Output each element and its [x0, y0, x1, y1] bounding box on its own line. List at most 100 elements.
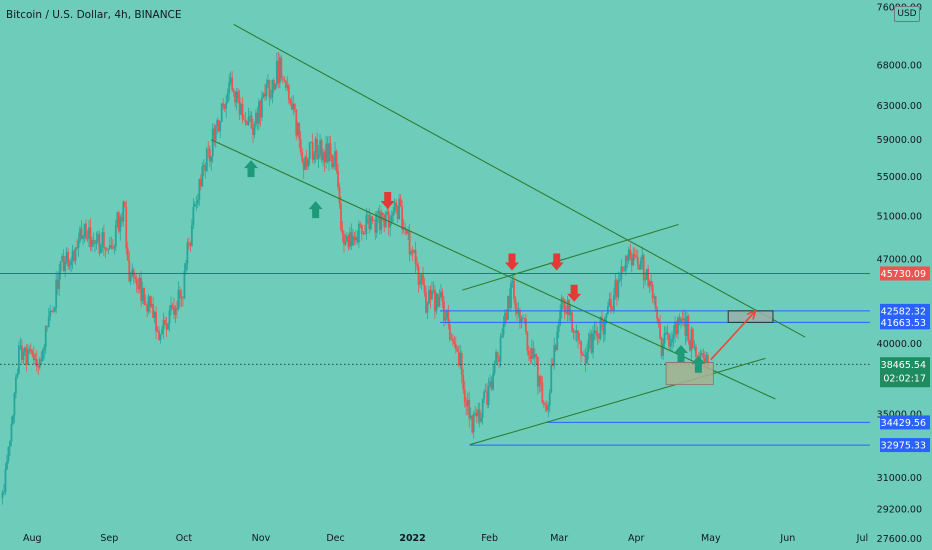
candle-body	[202, 165, 205, 167]
candle	[126, 242, 129, 261]
candle-body	[304, 157, 307, 170]
candle-body	[624, 256, 627, 271]
candle-body	[654, 296, 657, 309]
candle-body	[368, 215, 371, 229]
candle-body	[162, 319, 165, 330]
candle	[372, 219, 375, 222]
candle	[289, 98, 292, 106]
candle	[164, 316, 166, 326]
candle	[228, 73, 231, 101]
candle-body	[439, 291, 442, 297]
candle-body	[111, 247, 114, 249]
candle-body	[553, 345, 556, 366]
candle	[237, 87, 239, 104]
price-label-box	[880, 415, 930, 430]
candle	[656, 305, 659, 324]
candle-body	[584, 355, 587, 364]
candle-body	[360, 224, 363, 234]
candle	[135, 274, 138, 293]
candle-body	[431, 290, 433, 300]
candle	[23, 346, 26, 357]
candle	[583, 350, 585, 357]
candle	[259, 99, 262, 127]
candle	[271, 79, 274, 104]
candle	[393, 198, 396, 215]
candle	[189, 241, 192, 253]
candle-body	[592, 333, 594, 353]
candle	[94, 239, 96, 253]
candle-body	[223, 105, 226, 109]
candle-body	[548, 392, 551, 406]
candle-body	[31, 351, 34, 355]
candle	[671, 331, 673, 352]
candle	[618, 272, 621, 283]
candle-body	[243, 119, 245, 121]
candle	[381, 211, 384, 222]
candle-body	[89, 227, 92, 247]
candle	[125, 200, 128, 255]
x-axis: Aug Sep Oct Nov Dec 2022 Feb Mar Apr May Jun Jul	[23, 533, 868, 544]
candle-body	[438, 296, 441, 307]
price-label-box	[880, 357, 930, 388]
candle-body	[234, 91, 237, 103]
candle	[629, 243, 632, 260]
candle	[105, 246, 108, 252]
candle-body	[349, 232, 351, 247]
candle	[253, 121, 256, 139]
candle	[650, 274, 653, 291]
candle	[399, 194, 402, 207]
candle-body	[6, 461, 8, 470]
candle	[108, 237, 111, 250]
candle	[25, 343, 28, 372]
candle	[55, 270, 58, 314]
x-tick-label: 2022	[399, 533, 425, 544]
candle	[375, 210, 378, 238]
candle-body	[572, 331, 575, 333]
candle	[581, 351, 584, 357]
candle	[196, 193, 199, 209]
candle	[134, 273, 137, 283]
candle-body	[274, 84, 277, 90]
down-arrow-icon	[504, 253, 519, 271]
candle	[208, 145, 211, 167]
candle-body	[225, 102, 228, 109]
candle-body	[390, 216, 393, 223]
candle	[20, 339, 23, 364]
candle-body	[380, 212, 383, 230]
candle	[589, 329, 591, 349]
candle-body	[359, 223, 362, 225]
candle	[302, 158, 305, 179]
candle	[541, 376, 544, 404]
candle-body	[511, 280, 514, 283]
candle	[420, 273, 423, 291]
currency-badge[interactable]: USD	[894, 6, 920, 22]
candle	[586, 344, 588, 365]
candle-body	[298, 122, 301, 140]
candle-body	[401, 206, 404, 230]
candle-body	[264, 93, 266, 97]
candle	[469, 407, 472, 420]
candle-body	[657, 319, 660, 323]
candle	[611, 305, 614, 312]
candle-body	[429, 289, 432, 300]
candle	[235, 88, 238, 111]
candle	[296, 120, 299, 138]
candle-body	[22, 351, 25, 360]
candle	[16, 368, 19, 379]
candle	[153, 310, 156, 324]
candle-body	[283, 79, 286, 81]
candle-body	[19, 345, 22, 347]
x-tick-label: Jun	[779, 533, 795, 544]
candle	[207, 141, 210, 159]
trendline	[233, 23, 806, 338]
candle	[669, 333, 672, 350]
candle-body	[447, 311, 450, 325]
candle	[544, 401, 547, 412]
candle-body	[4, 469, 7, 492]
candle-body	[92, 239, 95, 244]
candle-body	[350, 232, 353, 246]
candle-body	[270, 97, 272, 99]
price-label: 38465.54	[881, 360, 926, 371]
candle	[659, 314, 662, 340]
